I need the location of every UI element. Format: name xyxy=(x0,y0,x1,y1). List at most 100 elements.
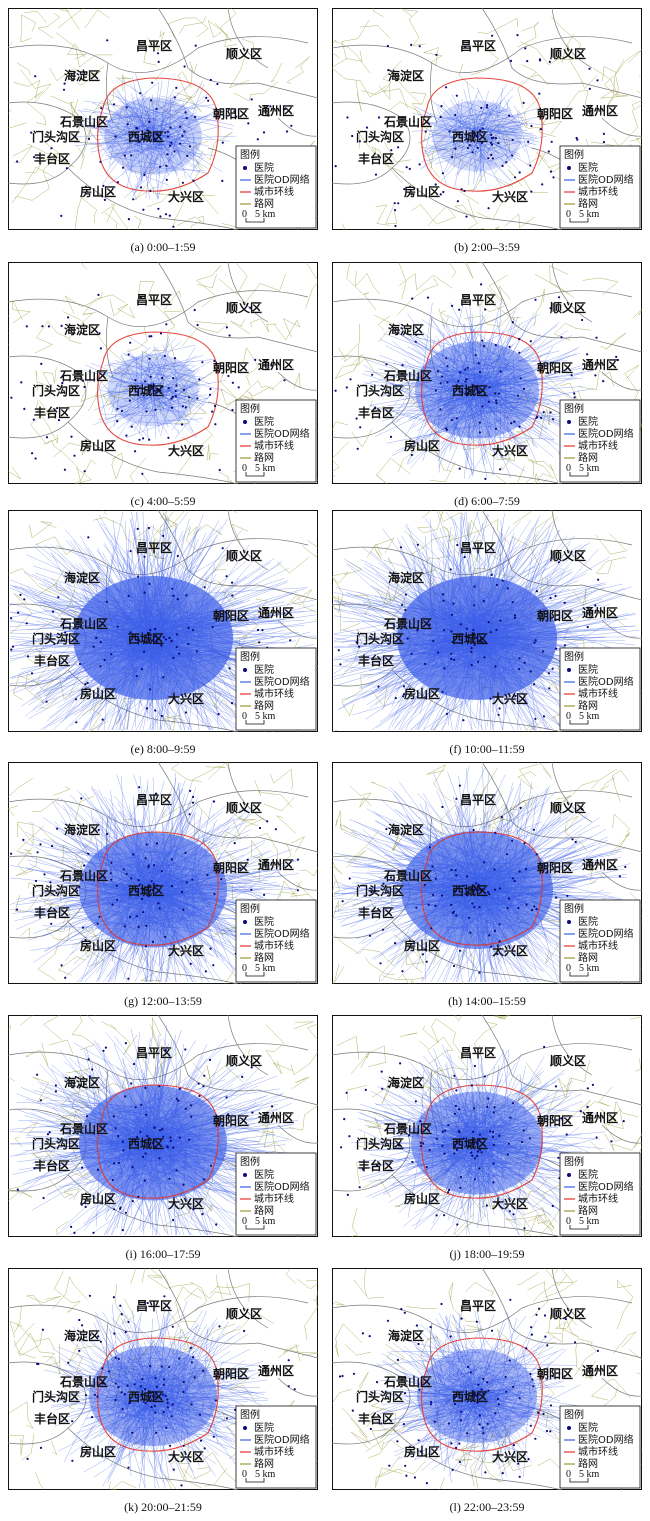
road-line xyxy=(179,371,215,386)
od-line xyxy=(151,370,186,398)
od-line xyxy=(466,421,471,470)
hospital-dot xyxy=(183,65,186,68)
road-line xyxy=(355,270,380,294)
road-line xyxy=(126,326,148,353)
hospital-dot xyxy=(411,297,414,300)
hospital-dot xyxy=(428,623,431,626)
hospital-dot xyxy=(478,370,482,374)
road-line xyxy=(565,90,589,110)
hospital-dot xyxy=(534,717,537,720)
od-line xyxy=(124,392,151,411)
road-line xyxy=(333,40,371,74)
od-line xyxy=(459,351,551,425)
road-line xyxy=(242,599,268,640)
road-line xyxy=(25,673,60,704)
district-label: 西城区 xyxy=(128,383,164,398)
od-line xyxy=(94,370,139,387)
hospital-dot xyxy=(377,116,381,119)
road-line xyxy=(372,8,413,17)
hospital-dot xyxy=(596,79,599,82)
od-line xyxy=(402,387,470,400)
hospital-dot xyxy=(134,379,137,382)
road-line xyxy=(346,262,377,311)
hospital-dot xyxy=(33,156,36,159)
hospital-dot xyxy=(86,681,89,685)
hospital-dot xyxy=(478,640,482,643)
hospital-dot xyxy=(541,650,545,653)
hospital-dot xyxy=(62,88,66,91)
road-line xyxy=(37,12,61,39)
district-label: 石景山区 xyxy=(383,616,432,631)
hospital-dot xyxy=(472,632,476,635)
road-line xyxy=(236,634,248,653)
legend-item-label: 医院OD网络 xyxy=(254,427,310,440)
hospital-dot xyxy=(459,371,462,374)
road-line xyxy=(133,215,142,230)
road-line xyxy=(207,691,237,717)
od-line xyxy=(466,122,503,146)
district-label: 海淀区 xyxy=(64,570,100,585)
od-line xyxy=(434,349,520,375)
hospital-dot xyxy=(10,617,13,620)
road-line xyxy=(181,321,229,347)
road-line xyxy=(299,866,318,877)
od-line xyxy=(446,394,452,434)
hospital-dot xyxy=(482,599,485,603)
od-line xyxy=(107,388,132,410)
od-line xyxy=(474,376,523,429)
od-line xyxy=(473,388,561,397)
district-boundary xyxy=(601,117,642,137)
road-line xyxy=(104,212,118,230)
scale-zero-label: 0 xyxy=(242,209,247,220)
od-line xyxy=(142,138,200,158)
od-line xyxy=(78,109,120,152)
od-line xyxy=(133,159,147,195)
od-line xyxy=(476,135,521,158)
hospital-dot xyxy=(492,136,495,139)
hospital-dot xyxy=(497,142,500,145)
od-line xyxy=(422,109,438,120)
hospital-dot xyxy=(126,123,129,126)
od-line xyxy=(449,314,487,361)
od-line xyxy=(152,139,162,171)
road-line xyxy=(464,262,484,279)
district-label: 大兴区 xyxy=(492,443,528,458)
od-line xyxy=(407,387,470,462)
hospital-dot xyxy=(70,435,73,438)
road-line xyxy=(84,9,110,29)
hospital-dot xyxy=(484,477,487,480)
hospital-dot xyxy=(480,283,483,286)
hospital-dot xyxy=(154,408,157,411)
hospital-dot xyxy=(75,721,78,724)
hospital-dot xyxy=(541,183,544,186)
hospital-dot xyxy=(171,395,174,398)
hospital-dot xyxy=(616,358,619,362)
district-label: 丰台区 xyxy=(34,151,70,166)
hospital-dot xyxy=(154,634,157,637)
road-line xyxy=(578,369,614,391)
hospital-dot xyxy=(480,141,484,144)
od-line xyxy=(501,330,568,374)
hospital-dot xyxy=(499,468,502,471)
hospital-dot xyxy=(548,687,551,690)
od-line xyxy=(115,378,200,423)
hospital-dot xyxy=(187,643,190,646)
hospital-dot xyxy=(106,39,109,42)
od-line xyxy=(471,313,476,380)
od-line xyxy=(166,388,206,413)
od-line xyxy=(483,400,531,454)
od-line xyxy=(471,141,478,175)
hospital-dot xyxy=(60,324,63,327)
hospital-dot xyxy=(549,307,552,310)
road-line xyxy=(517,96,540,127)
hospital-dot xyxy=(516,34,519,37)
hospital-dot xyxy=(23,407,26,410)
od-line xyxy=(138,392,143,402)
map-panel: 昌平区 顺义区 海淀区 通州区 朝阳区 石景山区 门头沟区 西城区 丰台区 房山区 大兴区 图例 医院医… xyxy=(8,762,318,1014)
road-line xyxy=(207,20,237,47)
od-line xyxy=(122,387,172,402)
hospital-dot xyxy=(165,323,168,326)
od-line xyxy=(126,335,149,350)
od-line xyxy=(461,373,585,391)
hospital-dot xyxy=(495,401,498,405)
